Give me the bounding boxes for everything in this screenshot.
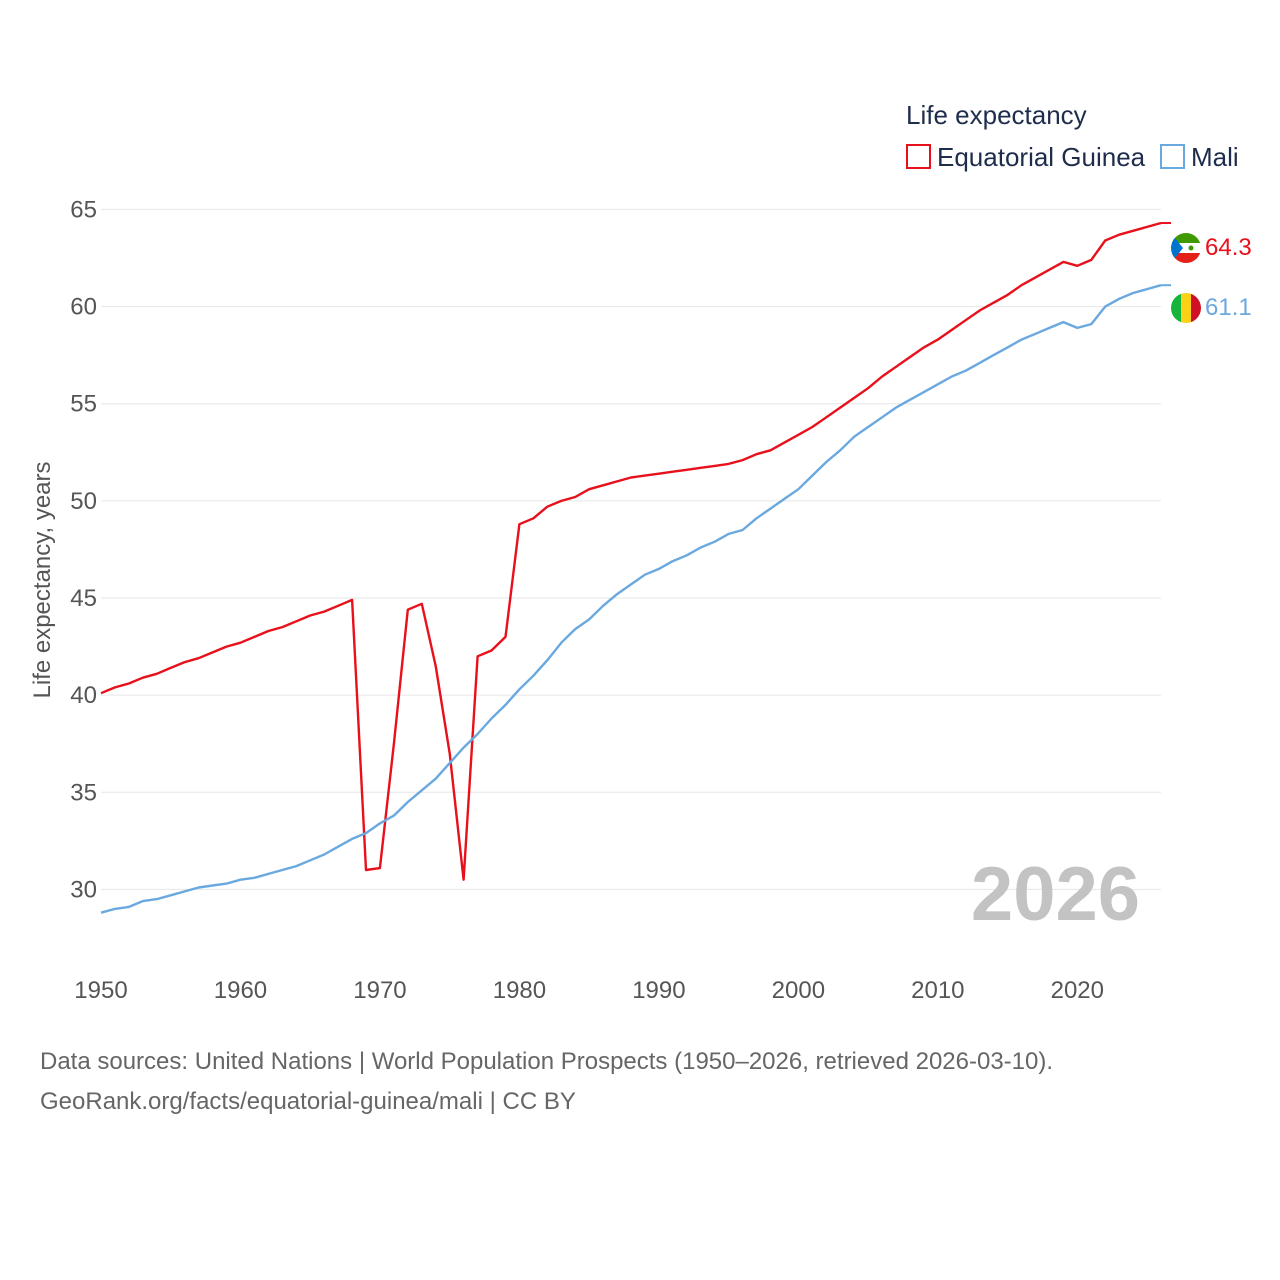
legend-item-mali[interactable]: Mali <box>1160 142 1239 172</box>
legend-item-equatorial-guinea[interactable]: Equatorial Guinea <box>906 142 1146 172</box>
legend-title: Life expectancy <box>906 100 1087 130</box>
y-axis-ticks: 30 35 40 45 50 55 60 65 <box>70 196 97 903</box>
series-end-labels <box>1161 222 1171 287</box>
legend-swatch-equatorial-guinea <box>906 144 931 169</box>
data-sources-text: Data sources: United Nations | World Pop… <box>40 1048 1054 1075</box>
y-tick-35: 35 <box>70 779 97 806</box>
x-tick-1990: 1990 <box>632 977 685 1004</box>
legend-swatch-mali <box>1160 144 1185 169</box>
y-tick-50: 50 <box>70 488 97 515</box>
year-watermark: 2026 <box>971 852 1140 937</box>
x-tick-2020: 2020 <box>1051 977 1104 1004</box>
x-tick-1950: 1950 <box>74 977 127 1004</box>
y-tick-65: 65 <box>70 196 97 223</box>
series-lines <box>100 221 1162 914</box>
y-tick-45: 45 <box>70 585 97 612</box>
x-tick-1960: 1960 <box>214 977 267 1004</box>
y-tick-40: 40 <box>70 682 97 709</box>
legend: Life expectancy Equatorial Guinea Mali <box>906 100 1239 172</box>
gridlines <box>101 208 1161 890</box>
x-tick-1970: 1970 <box>353 977 406 1004</box>
y-tick-30: 30 <box>70 876 97 903</box>
end-label-mali: 61.1 <box>1205 294 1252 321</box>
x-tick-1980: 1980 <box>493 977 546 1004</box>
x-tick-2010: 2010 <box>911 977 964 1004</box>
mali-flag-icon <box>1171 293 1201 323</box>
y-tick-55: 55 <box>70 391 97 418</box>
x-tick-2000: 2000 <box>772 977 825 1004</box>
series-line-equatorial-guinea[interactable] <box>100 221 1162 881</box>
source-footer: Data sources: United Nations | World Pop… <box>40 1042 1053 1122</box>
x-axis-ticks: 1950 1960 1970 1980 1990 2000 2010 2020 <box>74 977 1104 1004</box>
end-label-equatorial-guinea: 64.3 <box>1205 234 1252 261</box>
legend-label-mali: Mali <box>1191 142 1239 172</box>
legend-label-equatorial-guinea: Equatorial Guinea <box>937 142 1146 172</box>
y-tick-60: 60 <box>70 294 97 321</box>
series-line-mali[interactable] <box>100 284 1162 914</box>
equatorial-guinea-flag-icon <box>1171 233 1201 263</box>
y-axis-label: Life expectancy, years <box>29 461 56 698</box>
source-url-text[interactable]: GeoRank.org/facts/equatorial-guinea/mali… <box>40 1088 576 1115</box>
